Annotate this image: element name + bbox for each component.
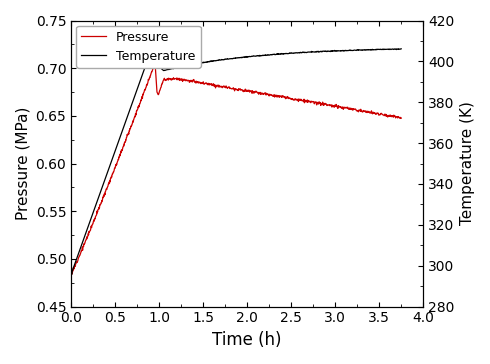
Pressure — [151, 62, 157, 67]
Pressure — [69, 272, 75, 277]
Pressure — [96, 205, 102, 209]
Line: Pressure: Pressure — [71, 64, 401, 274]
Pressure — [74, 259, 80, 263]
Temperature — [337, 49, 343, 53]
Legend: Pressure, Temperature: Pressure, Temperature — [76, 25, 200, 68]
Y-axis label: Pressure (MPa): Pressure (MPa) — [15, 107, 30, 220]
Y-axis label: Temperature (K): Temperature (K) — [460, 102, 475, 225]
Temperature — [398, 47, 404, 51]
X-axis label: Time (h): Time (h) — [213, 331, 282, 349]
Temperature — [210, 59, 216, 63]
Pressure — [309, 100, 315, 104]
Pressure — [232, 89, 238, 93]
Pressure — [160, 78, 166, 83]
Pressure — [398, 116, 404, 120]
Temperature — [154, 32, 160, 36]
Temperature — [301, 51, 307, 55]
Pressure — [68, 272, 74, 276]
Temperature — [328, 49, 334, 54]
Temperature — [78, 243, 84, 248]
Line: Temperature: Temperature — [71, 34, 401, 274]
Temperature — [135, 84, 141, 89]
Temperature — [68, 272, 74, 276]
Pressure — [183, 79, 189, 83]
